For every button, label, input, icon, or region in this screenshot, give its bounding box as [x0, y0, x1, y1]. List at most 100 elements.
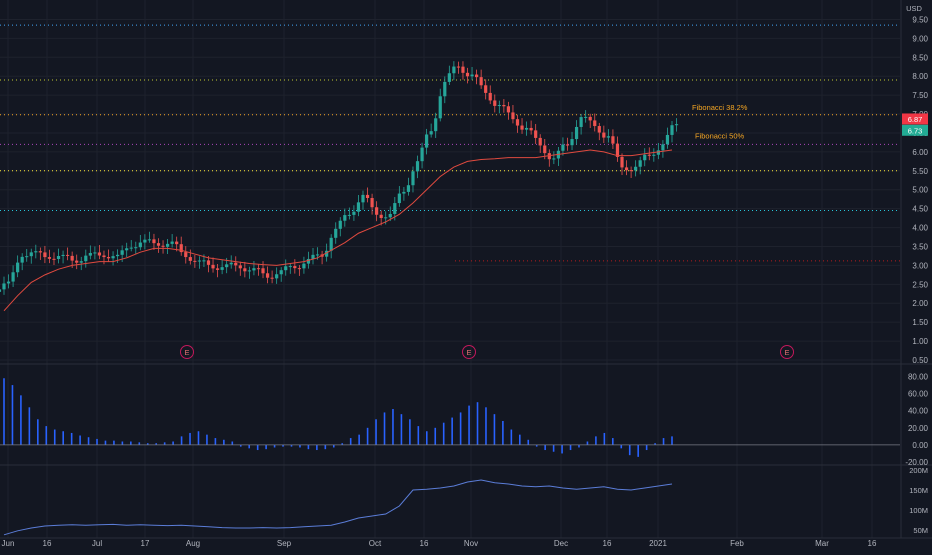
candle-body[interactable]	[593, 120, 597, 127]
candle-body[interactable]	[193, 260, 197, 262]
candle-body[interactable]	[493, 100, 497, 106]
candle-body[interactable]	[43, 252, 47, 258]
candle-body[interactable]	[38, 251, 42, 253]
candle-body[interactable]	[443, 81, 447, 97]
candle-body[interactable]	[315, 254, 320, 256]
candle-body[interactable]	[265, 273, 270, 278]
candle-body[interactable]	[179, 244, 183, 253]
candle-body[interactable]	[375, 207, 379, 215]
candle-body[interactable]	[661, 144, 665, 151]
candle-body[interactable]	[143, 239, 147, 243]
candle-body[interactable]	[25, 256, 29, 258]
candle-body[interactable]	[170, 241, 174, 244]
candle-body[interactable]	[61, 254, 65, 256]
candle-body[interactable]	[561, 144, 565, 151]
candle-body[interactable]	[356, 202, 361, 212]
candle-body[interactable]	[425, 134, 429, 148]
candle-body[interactable]	[365, 194, 370, 199]
candle-body[interactable]	[243, 268, 247, 272]
candle-body[interactable]	[70, 255, 74, 261]
candle-body[interactable]	[629, 170, 633, 172]
candle-body[interactable]	[238, 265, 242, 269]
candle-body[interactable]	[420, 147, 424, 162]
candle-body[interactable]	[252, 268, 256, 271]
candle-body[interactable]	[347, 214, 351, 216]
candle-body[interactable]	[488, 92, 492, 101]
candle-body[interactable]	[11, 272, 15, 282]
candle-body[interactable]	[88, 252, 92, 256]
candle-body[interactable]	[111, 256, 115, 259]
candle-body[interactable]	[165, 243, 170, 247]
candle-body[interactable]	[352, 211, 356, 215]
moving-average-line[interactable]	[3, 149, 673, 312]
candle-body[interactable]	[615, 143, 620, 157]
candle-body[interactable]	[643, 154, 647, 161]
candle-body[interactable]	[20, 256, 24, 263]
candle-body[interactable]	[574, 126, 579, 140]
candle-body[interactable]	[220, 267, 224, 270]
candle-body[interactable]	[284, 266, 288, 271]
candle-body[interactable]	[152, 239, 156, 244]
candle-body[interactable]	[93, 252, 97, 254]
candle-body[interactable]	[406, 185, 411, 192]
candle-body[interactable]	[434, 118, 438, 132]
candle-body[interactable]	[293, 266, 297, 269]
candle-body[interactable]	[497, 105, 501, 107]
candle-body[interactable]	[6, 281, 11, 284]
candle-body[interactable]	[565, 144, 570, 146]
candle-body[interactable]	[674, 124, 679, 126]
candle-body[interactable]	[370, 198, 374, 208]
candle-body[interactable]	[225, 264, 229, 268]
candle-body[interactable]	[665, 134, 670, 145]
candle-body[interactable]	[156, 243, 161, 246]
candle-body[interactable]	[52, 258, 56, 260]
candle-body[interactable]	[620, 156, 624, 168]
candle-body[interactable]	[647, 154, 651, 156]
candle-body[interactable]	[543, 145, 547, 154]
candle-body[interactable]	[47, 257, 52, 259]
candle-body[interactable]	[397, 193, 401, 204]
candle-body[interactable]	[184, 252, 188, 258]
candle-body[interactable]	[66, 254, 70, 256]
candle-body[interactable]	[229, 262, 233, 265]
candle-body[interactable]	[552, 158, 556, 160]
candle-body[interactable]	[511, 112, 515, 120]
candle-body[interactable]	[670, 125, 674, 135]
candle-body[interactable]	[188, 257, 192, 261]
candle-body[interactable]	[138, 242, 142, 248]
earnings-marker[interactable]	[780, 345, 794, 359]
candle-body[interactable]	[329, 237, 333, 251]
candle-body[interactable]	[588, 116, 592, 121]
earnings-marker[interactable]	[462, 345, 476, 359]
candle-body[interactable]	[570, 139, 574, 146]
candle-body[interactable]	[606, 136, 610, 138]
candle-body[interactable]	[202, 260, 206, 262]
candle-body[interactable]	[652, 154, 656, 156]
candle-body[interactable]	[16, 262, 20, 273]
candle-body[interactable]	[270, 277, 274, 279]
candle-body[interactable]	[388, 213, 392, 218]
candle-body[interactable]	[147, 239, 152, 241]
candle-body[interactable]	[597, 126, 601, 133]
earnings-marker[interactable]	[180, 345, 194, 359]
candle-body[interactable]	[338, 220, 342, 229]
volume-line[interactable]	[3, 479, 673, 536]
candle-body[interactable]	[234, 262, 238, 266]
candle-body[interactable]	[484, 85, 488, 93]
candle-body[interactable]	[384, 217, 388, 219]
candle-body[interactable]	[447, 73, 451, 82]
candle-body[interactable]	[438, 96, 442, 119]
candle-body[interactable]	[538, 137, 542, 146]
candle-body[interactable]	[116, 254, 120, 257]
candle-body[interactable]	[506, 106, 511, 113]
candle-body[interactable]	[325, 250, 329, 257]
candle-body[interactable]	[56, 255, 61, 260]
candle-body[interactable]	[279, 270, 283, 275]
candle-body[interactable]	[474, 74, 479, 78]
candle-body[interactable]	[311, 254, 315, 259]
candle-body[interactable]	[29, 252, 33, 257]
candle-body[interactable]	[415, 161, 420, 172]
candle-body[interactable]	[211, 264, 215, 269]
